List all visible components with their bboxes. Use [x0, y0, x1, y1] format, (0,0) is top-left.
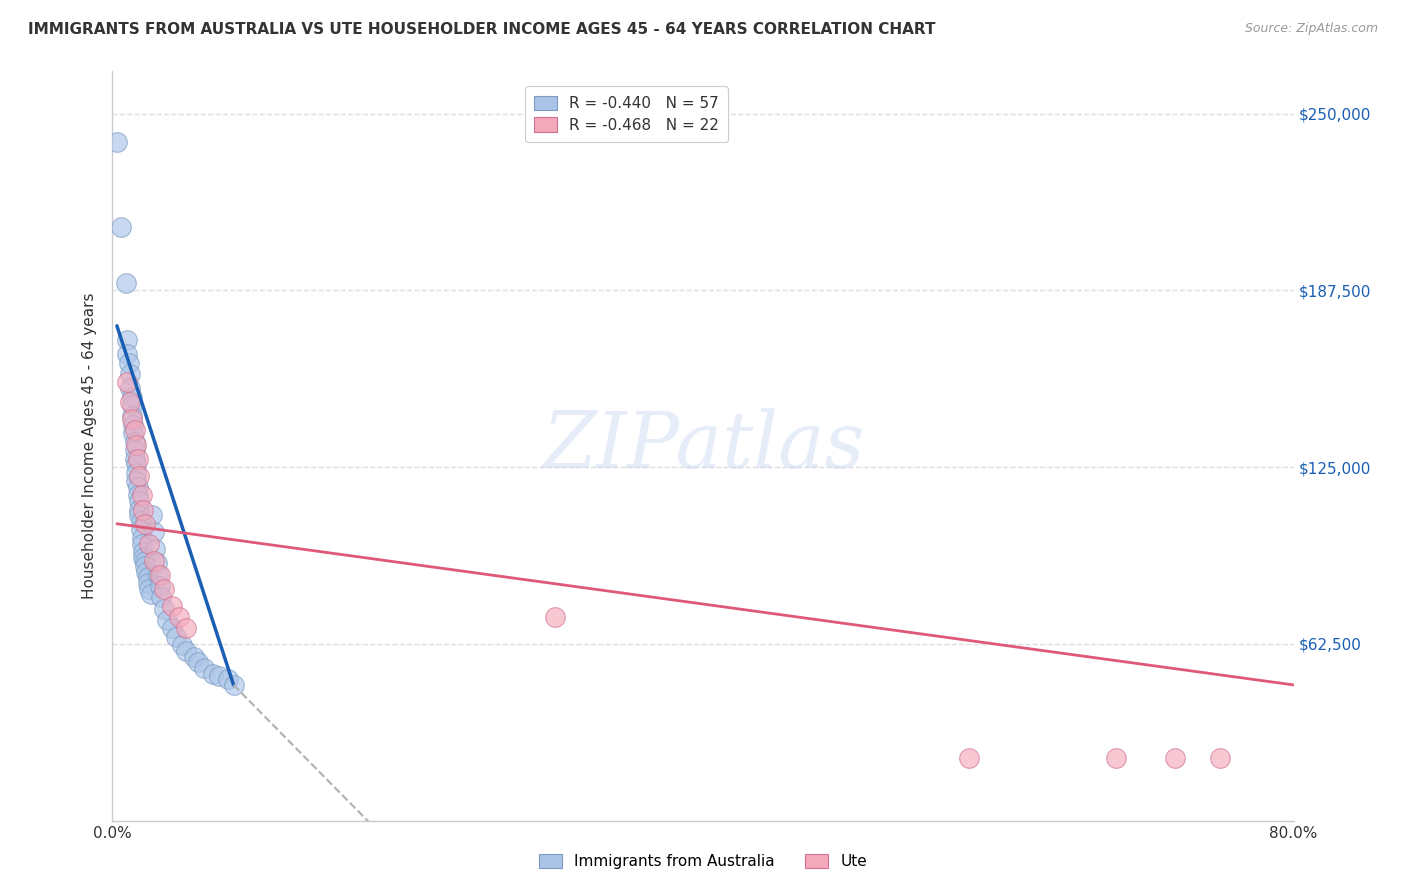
Point: [217, 673, 239, 687]
Text: ZIPatlas: ZIPatlas: [541, 408, 865, 484]
Point: [117, 347, 138, 361]
Point: [131, 536, 153, 550]
Point: [135, 565, 157, 579]
Point: [124, 451, 146, 466]
Point: [120, 395, 142, 409]
Point: [139, 587, 162, 601]
Point: [122, 426, 145, 441]
Point: [124, 434, 146, 449]
Point: [146, 557, 169, 571]
Point: [125, 437, 148, 451]
Point: [134, 553, 156, 567]
Text: IMMIGRANTS FROM AUSTRALIA VS UTE HOUSEHOLDER INCOME AGES 45 - 64 YEARS CORRELATI: IMMIGRANTS FROM AUSTRALIA VS UTE HOUSEHO…: [28, 22, 935, 37]
Point: [201, 666, 224, 681]
Point: [131, 488, 153, 502]
Point: [121, 390, 143, 404]
Point: [134, 516, 156, 531]
Point: [128, 468, 150, 483]
Legend: Immigrants from Australia, Ute: Immigrants from Australia, Ute: [533, 847, 873, 875]
Point: [136, 570, 159, 584]
Point: [125, 475, 148, 489]
Point: [125, 466, 148, 480]
Point: [128, 508, 150, 523]
Point: [143, 542, 166, 557]
Point: [1105, 751, 1128, 765]
Point: [118, 355, 141, 369]
Point: [125, 458, 148, 472]
Point: [122, 417, 145, 432]
Point: [174, 644, 197, 658]
Point: [153, 582, 176, 596]
Y-axis label: Householder Income Ages 45 - 64 years: Householder Income Ages 45 - 64 years: [82, 293, 97, 599]
Point: [160, 621, 183, 635]
Point: [142, 553, 165, 567]
Point: [183, 649, 205, 664]
Point: [136, 576, 159, 591]
Point: [105, 135, 128, 149]
Point: [167, 610, 190, 624]
Point: [148, 567, 170, 582]
Point: [124, 424, 146, 438]
Point: [957, 751, 980, 765]
Point: [193, 661, 215, 675]
Point: [120, 381, 142, 395]
Point: [138, 582, 160, 596]
Point: [110, 219, 132, 234]
Point: [121, 398, 143, 412]
Point: [132, 502, 155, 516]
Point: [153, 601, 176, 615]
Point: [150, 591, 173, 605]
Point: [141, 508, 163, 523]
Point: [544, 610, 567, 624]
Point: [134, 559, 156, 574]
Point: [129, 523, 152, 537]
Legend: R = -0.440   N = 57, R = -0.468   N = 22: R = -0.440 N = 57, R = -0.468 N = 22: [524, 87, 728, 142]
Point: [165, 630, 187, 644]
Point: [142, 525, 165, 540]
Point: [1208, 751, 1232, 765]
Point: [127, 488, 149, 502]
Point: [127, 480, 149, 494]
Point: [149, 567, 172, 582]
Point: [128, 502, 150, 516]
Point: [117, 376, 138, 390]
Point: [156, 613, 179, 627]
Point: [129, 514, 152, 528]
Point: [149, 579, 172, 593]
Text: Source: ZipAtlas.com: Source: ZipAtlas.com: [1244, 22, 1378, 36]
Point: [1164, 751, 1187, 765]
Point: [114, 277, 136, 291]
Point: [121, 412, 143, 426]
Point: [187, 655, 209, 669]
Point: [174, 621, 197, 635]
Point: [121, 409, 143, 424]
Point: [124, 443, 146, 458]
Point: [128, 494, 150, 508]
Point: [131, 531, 153, 545]
Point: [160, 599, 183, 613]
Point: [132, 550, 155, 565]
Point: [117, 333, 138, 347]
Point: [170, 638, 193, 652]
Point: [222, 678, 245, 692]
Point: [120, 367, 142, 381]
Point: [208, 669, 231, 683]
Point: [138, 536, 160, 550]
Point: [127, 451, 149, 466]
Point: [132, 545, 155, 559]
